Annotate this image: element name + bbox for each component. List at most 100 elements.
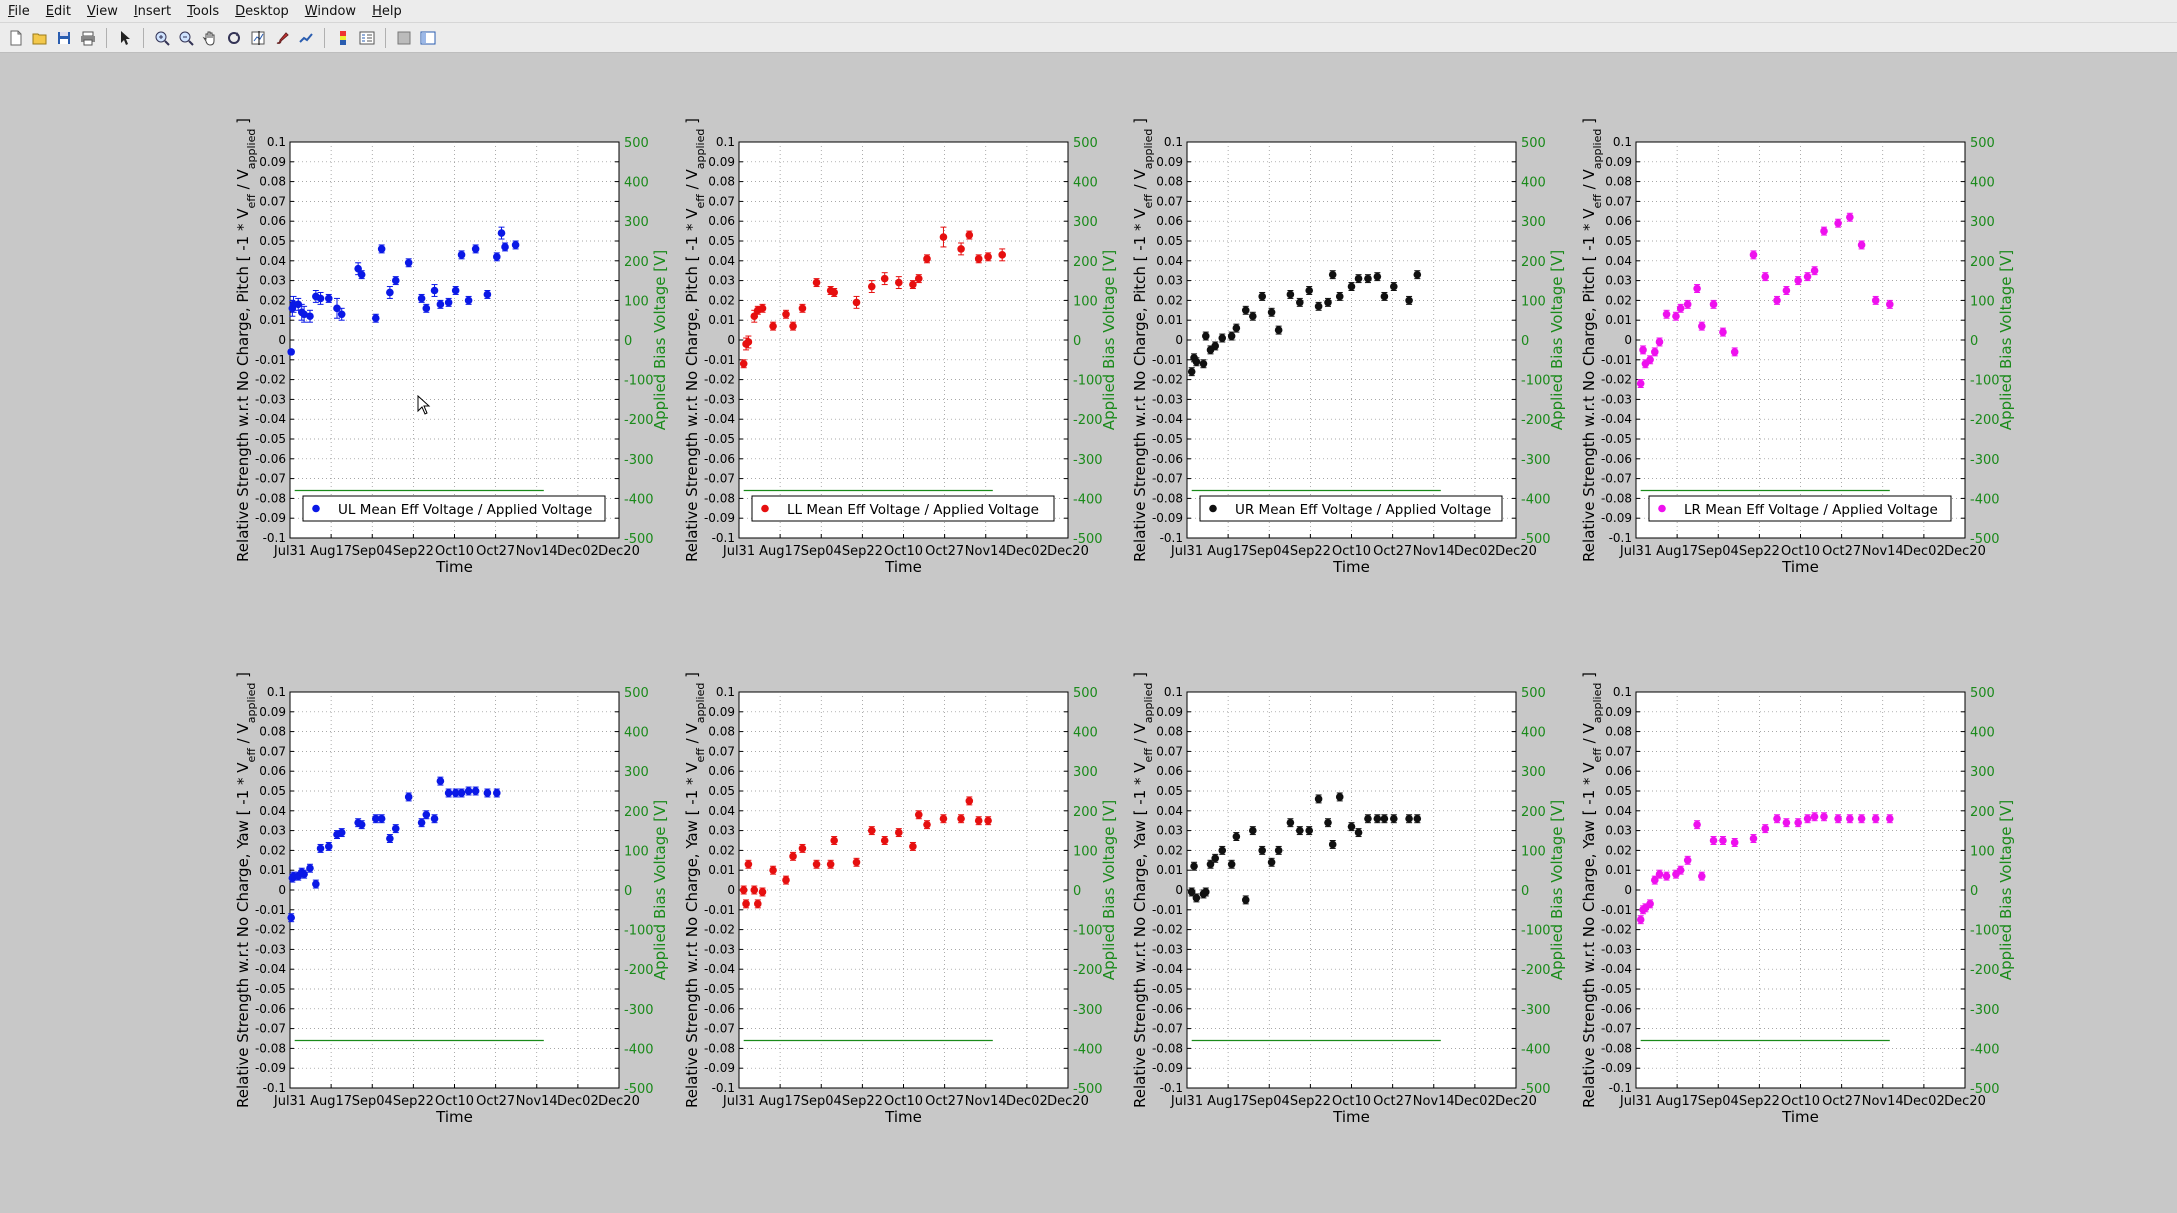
data-point: [826, 860, 835, 869]
pointer-icon[interactable]: [114, 27, 136, 49]
data-point: [1761, 824, 1770, 833]
data-point: [1218, 846, 1227, 855]
y2-tick-label: 300: [1521, 215, 1546, 230]
menu-bar: File Edit View Insert Tools Desktop Window Help: [0, 0, 2177, 23]
y-tick-label: 0.09: [1156, 705, 1183, 719]
data-point: [436, 777, 445, 785]
data-cursor-icon[interactable]: [247, 27, 269, 49]
menu-tools[interactable]: Tools: [187, 3, 220, 19]
y-tick-label: -0.1: [1609, 1081, 1632, 1095]
data-point: [483, 290, 492, 299]
y-tick-label: -0.07: [704, 1022, 735, 1036]
y-tick-label: 0.1: [716, 685, 735, 699]
y-tick-label: 0: [278, 883, 286, 897]
x-tick-label: Sep04: [1249, 544, 1290, 559]
y-tick-label: 0: [278, 333, 286, 347]
legend: UL Mean Eff Voltage / Applied Voltage: [302, 495, 606, 522]
data-point: [417, 818, 426, 827]
x-tick-label: Oct10: [435, 544, 474, 559]
pan-hand-icon[interactable]: [199, 27, 221, 49]
y-tick-label: -0.04: [1601, 962, 1632, 976]
y-tick-label: -0.09: [1152, 1061, 1183, 1075]
data-point: [984, 816, 992, 825]
show-plot-tools-icon[interactable]: [417, 27, 439, 49]
data-point: [1834, 814, 1842, 823]
x-tick-label: Sep04: [1249, 1094, 1290, 1109]
data-point: [1354, 828, 1363, 837]
y-tick-label: 0.09: [1156, 155, 1183, 169]
y-tick-label: 0.08: [1605, 725, 1632, 739]
menu-edit[interactable]: Edit: [45, 3, 71, 19]
y2-tick-label: 300: [624, 765, 649, 780]
data-point: [1286, 818, 1295, 827]
data-point: [923, 255, 931, 263]
y-tick-label: 0.07: [708, 194, 735, 208]
mouse-pointer-icon: [417, 395, 431, 415]
x-axis-label: Time: [1781, 558, 1819, 576]
rotate-3d-icon[interactable]: [223, 27, 245, 49]
data-point: [1683, 856, 1692, 865]
data-point: [1646, 356, 1654, 364]
y-tick-label: 0.01: [1605, 863, 1632, 877]
colorbar-icon[interactable]: [332, 27, 354, 49]
y-tick-label: -0.09: [1601, 511, 1632, 525]
x-tick-label: Dec02: [1903, 544, 1945, 559]
y2-tick-label: 100: [1970, 294, 1995, 309]
legend: LL Mean Eff Voltage / Applied Voltage: [751, 495, 1055, 522]
y2-tick-label: -100: [1521, 374, 1551, 389]
data-point: [1192, 357, 1201, 366]
y-tick-label: 0.09: [259, 705, 286, 719]
x-axis-label: Time: [1781, 1108, 1819, 1126]
menu-insert[interactable]: Insert: [133, 3, 172, 19]
print-icon[interactable]: [77, 27, 99, 49]
menu-file[interactable]: File: [8, 3, 30, 19]
data-point: [895, 278, 903, 287]
x-tick-label: Nov14: [1862, 544, 1904, 559]
data-point: [974, 255, 983, 263]
open-folder-icon[interactable]: [29, 27, 51, 49]
data-point: [1305, 826, 1313, 835]
y-tick-label: -0.1: [263, 1081, 286, 1095]
data-point: [497, 229, 506, 237]
data-point: [1199, 359, 1208, 368]
data-point: [391, 824, 400, 833]
x-tick-label: Dec20: [1495, 544, 1537, 559]
chart-LL-pitch: -0.1 -0.09 -0.08 -0.07 -0.06 -0.05 -0.04 -0.03 -…: [683, 118, 1118, 576]
data-point: [769, 866, 777, 874]
y2-tick-label: 0: [1073, 884, 1081, 899]
legend-icon[interactable]: [356, 27, 378, 49]
y-tick-label: 0.06: [708, 214, 735, 228]
menu-view[interactable]: View: [86, 3, 118, 19]
data-point: [371, 814, 380, 823]
menu-window[interactable]: Window: [304, 3, 357, 19]
menu-desktop[interactable]: Desktop: [235, 3, 289, 19]
y-tick-label: 0.02: [1156, 293, 1183, 307]
save-icon[interactable]: [53, 27, 75, 49]
y-tick-label: -0.05: [255, 432, 286, 446]
x-tick-label: Nov14: [1413, 1094, 1455, 1109]
x-tick-label: Dec20: [1047, 1094, 1089, 1109]
data-point: [471, 245, 480, 253]
new-file-icon[interactable]: [5, 27, 27, 49]
y-tick-label: -0.1: [263, 531, 286, 545]
y-tick-label: -0.05: [1152, 982, 1183, 996]
data-point: [1328, 270, 1337, 279]
zoom-out-icon[interactable]: [175, 27, 197, 49]
zoom-in-icon[interactable]: [151, 27, 173, 49]
y2-tick-label: 500: [1970, 136, 1995, 151]
y-tick-label: 0.08: [708, 725, 735, 739]
y2-tick-label: -100: [624, 374, 654, 389]
data-point: [1249, 826, 1257, 835]
y-tick-label: -0.02: [1601, 923, 1632, 937]
data-point: [457, 789, 466, 797]
menu-help[interactable]: Help: [372, 3, 402, 19]
data-point: [1249, 312, 1257, 321]
data-point: [1190, 862, 1198, 871]
legend-marker: [1658, 504, 1666, 513]
y-tick-label: 0.06: [1156, 764, 1183, 778]
y-tick-label: -0.08: [704, 1041, 735, 1055]
hide-plot-tools-icon[interactable]: [393, 27, 415, 49]
x-tick-label: Dec02: [1454, 544, 1496, 559]
brush-icon[interactable]: [271, 27, 293, 49]
link-plot-icon[interactable]: [295, 27, 317, 49]
